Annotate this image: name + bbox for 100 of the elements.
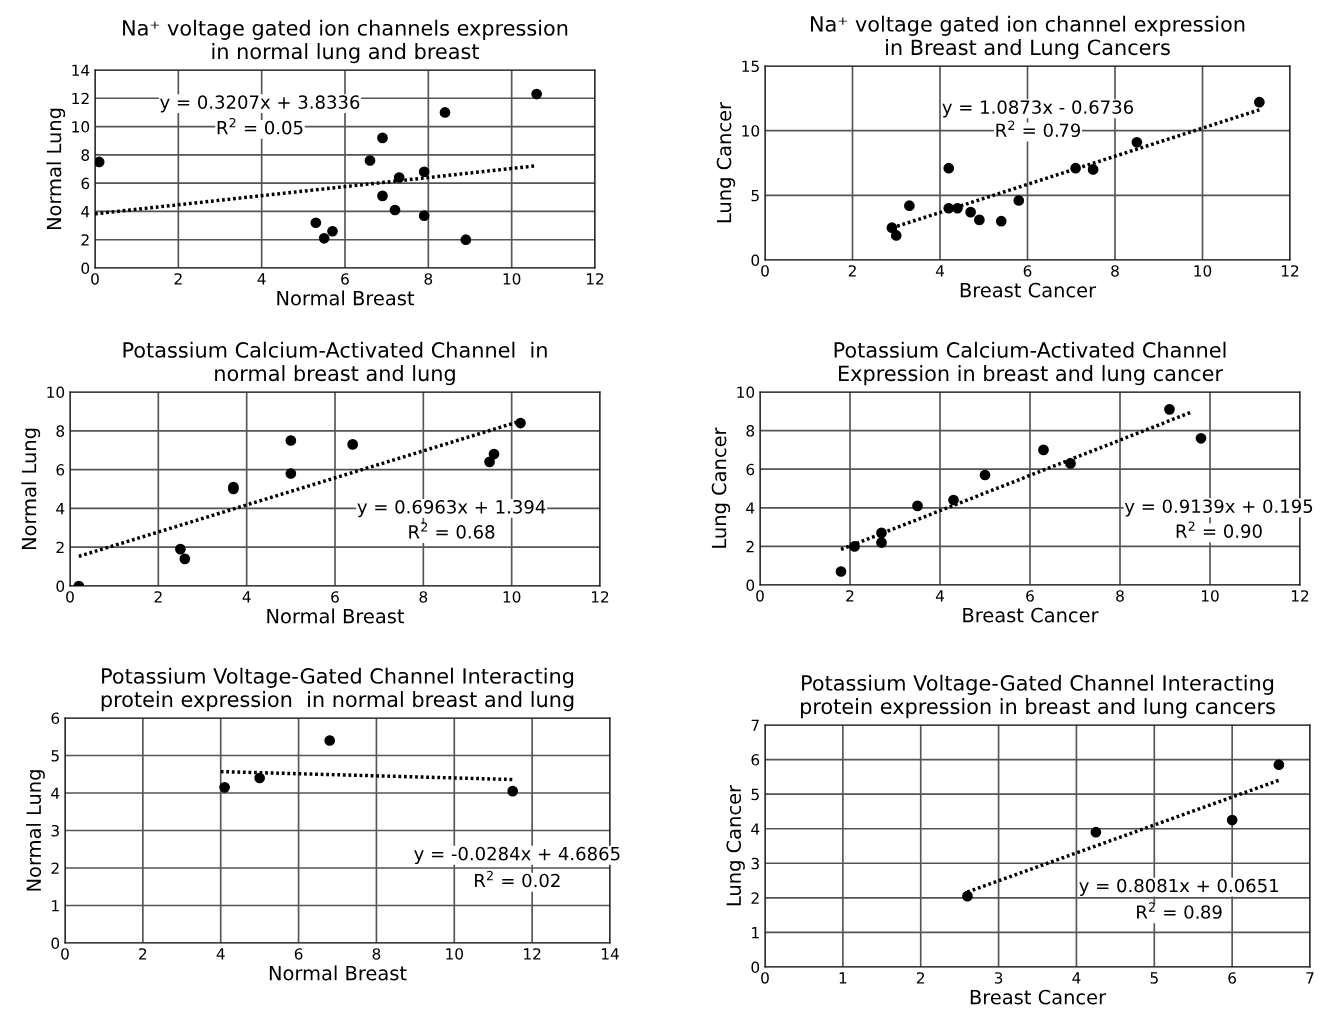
point bbox=[1254, 96, 1265, 108]
x-tick-label: 6 bbox=[331, 591, 339, 603]
y-tick-label: 8 bbox=[746, 425, 755, 437]
y-tick-label: 4 bbox=[751, 823, 760, 835]
chart-title: Na⁺ voltage gated ion channel expression in Breast and Lung Cancers bbox=[811, 15, 1245, 60]
annotation: y = 0.3207x + 3.8336 bbox=[160, 95, 360, 113]
point bbox=[876, 527, 887, 539]
point bbox=[324, 735, 336, 746]
y-tick-label: 15 bbox=[742, 60, 759, 73]
chart-title: Potassium Calcium-Activated Channel Expression in breast and lung cancer bbox=[834, 341, 1226, 386]
point bbox=[377, 190, 388, 202]
point bbox=[979, 469, 991, 481]
point bbox=[952, 202, 963, 214]
y-tick-label: 2 bbox=[81, 234, 89, 246]
point bbox=[1164, 404, 1175, 415]
chart-title: Na⁺ voltage gated ion channels expression in normal lung and breast bbox=[123, 19, 568, 64]
x-tick-label: 8 bbox=[419, 591, 428, 603]
x-tick-label: 4 bbox=[242, 591, 251, 603]
x-tick-label: 10 bbox=[1201, 590, 1219, 602]
y-tick-label: 10 bbox=[742, 125, 760, 137]
x-axis-title: Breast Cancer bbox=[963, 607, 1099, 623]
y-tick-label: 7 bbox=[751, 719, 759, 731]
x-tick-label: 8 bbox=[372, 948, 381, 960]
point bbox=[1195, 432, 1207, 444]
x-tick-label: 0 bbox=[761, 265, 769, 277]
point bbox=[890, 230, 902, 241]
y-tick-label: 2 bbox=[51, 862, 59, 874]
y-tick-label: 8 bbox=[56, 425, 65, 437]
y-tick-label: 2 bbox=[746, 540, 754, 553]
point bbox=[531, 88, 543, 100]
y-tick-label: 3 bbox=[51, 824, 59, 837]
x-tick-label: 8 bbox=[1111, 265, 1119, 277]
x-tick-label: 2 bbox=[916, 972, 925, 984]
y-tick-label: 8 bbox=[81, 149, 90, 161]
y-tick-label: 0 bbox=[751, 254, 760, 267]
point bbox=[285, 468, 297, 479]
chart-title: Potassium Calcium-Activated Channel in normal breast and lung bbox=[123, 341, 547, 386]
point bbox=[310, 217, 322, 229]
y-tick-label: 0 bbox=[746, 579, 755, 592]
x-tick-label: 4 bbox=[935, 265, 944, 277]
point bbox=[347, 439, 359, 450]
x-axis-title: Normal Breast bbox=[277, 290, 415, 306]
point bbox=[219, 782, 230, 793]
x-tick-label: 2 bbox=[846, 590, 854, 602]
y-tick-label: 4 bbox=[56, 503, 65, 515]
y-tick-label: 5 bbox=[751, 190, 759, 202]
point bbox=[515, 417, 526, 429]
x-axis-title: Normal Breast bbox=[267, 608, 405, 624]
point bbox=[285, 435, 297, 446]
point bbox=[904, 200, 915, 212]
point bbox=[418, 166, 430, 178]
point bbox=[439, 107, 451, 118]
point bbox=[1226, 814, 1238, 826]
y-axis-title: Lung Cancer bbox=[726, 784, 745, 906]
x-tick-label: 12 bbox=[1281, 265, 1299, 277]
y-tick-label: 10 bbox=[47, 386, 65, 399]
x-tick-label: 10 bbox=[446, 948, 463, 960]
point bbox=[179, 553, 191, 565]
y-tick-label: 4 bbox=[746, 502, 755, 514]
y-tick-label: 1 bbox=[752, 927, 759, 939]
y-tick-label: 0 bbox=[51, 937, 60, 950]
point bbox=[377, 132, 388, 144]
point bbox=[418, 210, 430, 222]
annotation: R$^{2}$ = 0.05 bbox=[217, 117, 303, 135]
point bbox=[507, 785, 519, 797]
chart-title: Potassium Voltage-Gated Channel Interacting protein expression in breast and lung cancers bbox=[800, 674, 1275, 719]
y-tick-label: 6 bbox=[746, 463, 755, 476]
x-tick-label: 8 bbox=[1116, 590, 1124, 602]
y-tick-label: 4 bbox=[51, 787, 60, 799]
y-tick-label: 5 bbox=[751, 788, 759, 801]
point bbox=[1090, 826, 1102, 838]
x-tick-label: 10 bbox=[503, 591, 521, 603]
y-tick-label: 4 bbox=[81, 206, 90, 218]
y-tick-label: 6 bbox=[81, 177, 90, 190]
x-tick-label: 0 bbox=[761, 972, 769, 984]
point bbox=[488, 448, 500, 460]
x-axis-title: Breast Cancer bbox=[960, 282, 1097, 298]
y-axis-title: Lung Cancer bbox=[716, 101, 736, 223]
y-tick-label: 0 bbox=[751, 961, 760, 974]
x-tick-label: 12 bbox=[591, 591, 609, 603]
point bbox=[1087, 164, 1099, 175]
x-tick-label: 10 bbox=[1194, 265, 1212, 277]
point bbox=[835, 566, 847, 577]
point bbox=[327, 225, 338, 237]
point bbox=[175, 543, 186, 555]
point bbox=[1131, 136, 1143, 148]
y-tick-label: 14 bbox=[72, 64, 90, 76]
x-tick-label: 7 bbox=[1306, 972, 1314, 984]
point bbox=[974, 214, 985, 226]
annotation: y = -0.0284x + 4.6865 bbox=[414, 846, 620, 864]
x-tick-label: 12 bbox=[524, 948, 541, 960]
y-tick-label: 1 bbox=[52, 900, 59, 912]
x-tick-label: 6 bbox=[1026, 590, 1034, 602]
x-tick-label: 2 bbox=[139, 948, 147, 960]
y-tick-label: 5 bbox=[51, 750, 59, 762]
point bbox=[460, 234, 472, 246]
y-axis-title: Lung Cancer bbox=[711, 427, 731, 548]
point bbox=[254, 772, 265, 784]
point bbox=[484, 456, 495, 468]
point bbox=[912, 500, 923, 512]
